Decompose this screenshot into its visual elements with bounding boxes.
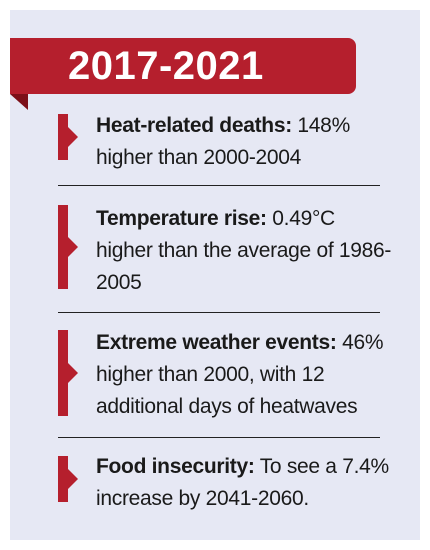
item-marker-1 — [58, 114, 68, 160]
item-marker-4 — [58, 456, 68, 502]
divider — [58, 437, 380, 438]
fact-label: Heat-related deaths: — [96, 114, 292, 137]
title-banner: 2017-2021 — [10, 38, 356, 94]
fact-text: To see a 7.4% increase by 2041-2060. — [96, 455, 389, 510]
fact-extreme-weather: Extreme weather events: 46% higher than … — [96, 327, 396, 423]
banner-fold — [10, 94, 28, 110]
fact-label: Temperature rise: — [96, 207, 267, 230]
fact-food-insecurity: Food insecurity: To see a 7.4% increase … — [96, 451, 396, 515]
page-title: 2017-2021 — [68, 44, 264, 88]
fact-label: Food insecurity: — [96, 455, 255, 478]
infographic-panel — [10, 10, 420, 540]
item-marker-2 — [58, 205, 68, 289]
fact-heat-deaths: Heat-related deaths: 148% higher than 20… — [96, 110, 396, 174]
item-marker-3 — [58, 330, 68, 416]
fact-text: 46% higher than 2000, with 12 additional… — [96, 331, 384, 418]
fact-label: Extreme weather events: — [96, 331, 337, 354]
fact-text: 148% higher than 2000-2004 — [96, 114, 350, 169]
divider — [58, 312, 380, 313]
fact-temperature-rise: Temperature rise: 0.49°C higher than the… — [96, 203, 396, 299]
divider — [58, 185, 380, 186]
fact-text: 0.49°C higher than the average of 1986-2… — [96, 207, 392, 294]
